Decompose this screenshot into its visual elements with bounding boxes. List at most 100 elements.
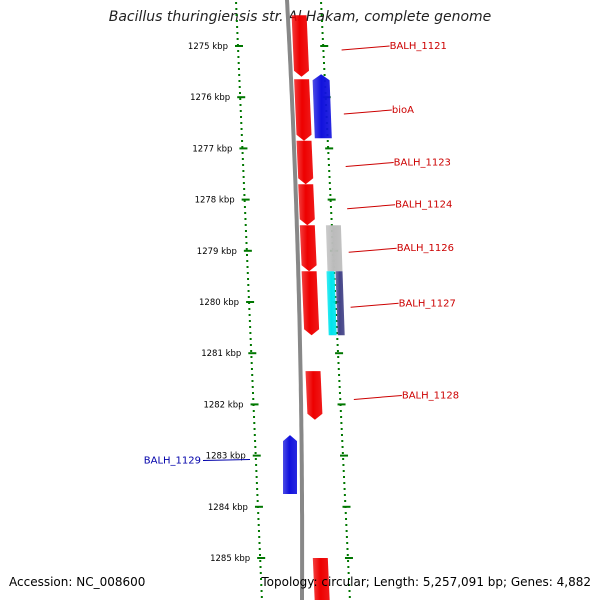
label-leader bbox=[350, 302, 399, 308]
guide-dot bbox=[253, 428, 256, 430]
guide-dot bbox=[238, 86, 241, 88]
guide-dot bbox=[241, 146, 244, 148]
gene-balh-1127[interactable] bbox=[301, 271, 320, 336]
guide-dot bbox=[243, 200, 246, 202]
guide-dot bbox=[337, 362, 340, 364]
guide-dot bbox=[245, 242, 248, 244]
tick-label: 1281 kbp bbox=[201, 349, 241, 359]
gene-feature[interactable] bbox=[312, 74, 332, 139]
guide-dot bbox=[260, 596, 263, 598]
guide-dot bbox=[259, 554, 262, 556]
guide-dot bbox=[348, 584, 351, 586]
guide-dot bbox=[255, 476, 258, 478]
guide-dot bbox=[237, 68, 240, 70]
guide-dot bbox=[241, 152, 244, 154]
guide-dot bbox=[338, 374, 341, 376]
gene-labels-layer: BALH_1121 bioA BALH_1123 BALH_1124 BALH_1126… bbox=[144, 41, 459, 467]
guide-dot bbox=[259, 572, 262, 574]
backbone-layer bbox=[284, 0, 305, 600]
gene-label[interactable]: BALH_1128 bbox=[402, 390, 459, 401]
guide-dot bbox=[242, 176, 245, 178]
tick-label: 1283 kbp bbox=[206, 452, 246, 462]
guide-dot bbox=[335, 314, 338, 316]
guide-dot bbox=[238, 74, 241, 76]
guide-dot bbox=[257, 518, 260, 520]
gene-label[interactable]: BALH_1126 bbox=[397, 243, 454, 254]
guide-dot bbox=[245, 248, 248, 250]
guide-dot bbox=[254, 452, 257, 454]
gene-balh-1124[interactable] bbox=[298, 184, 315, 226]
guide-dot bbox=[235, 2, 238, 4]
guide-dot bbox=[320, 8, 323, 10]
guide-dot bbox=[344, 512, 347, 514]
guide-dot bbox=[244, 224, 247, 226]
gene-label[interactable]: BALH_1127 bbox=[399, 298, 456, 309]
gene-balh-1129[interactable] bbox=[283, 435, 297, 494]
guide-dot bbox=[246, 260, 249, 262]
gene-balh-1128[interactable] bbox=[305, 371, 323, 420]
guide-dot bbox=[336, 350, 339, 352]
guide-dot bbox=[240, 128, 243, 130]
guide-dot bbox=[330, 224, 333, 226]
gene-feature[interactable] bbox=[326, 271, 337, 336]
tick-label: 1280 kbp bbox=[199, 298, 239, 308]
guide-dot bbox=[320, 14, 323, 16]
guide-dot bbox=[249, 338, 252, 340]
guide-dot bbox=[345, 536, 348, 538]
guide-dot bbox=[243, 206, 246, 208]
guide-dot bbox=[327, 158, 330, 160]
guide-dot bbox=[236, 26, 239, 28]
label-leader bbox=[348, 247, 397, 253]
guide-dot bbox=[243, 188, 246, 190]
guide-dot bbox=[260, 578, 263, 580]
guide-dot bbox=[326, 140, 329, 142]
guide-dot bbox=[253, 434, 256, 436]
gene-balh-1121[interactable] bbox=[291, 15, 309, 77]
guide-dot bbox=[343, 488, 346, 490]
guide-dot bbox=[252, 398, 255, 400]
guide-dot bbox=[238, 80, 241, 82]
guide-dot bbox=[245, 236, 248, 238]
accession-text: Accession: NC_008600 bbox=[9, 575, 146, 589]
gene-feature[interactable] bbox=[325, 225, 343, 272]
guide-dot bbox=[322, 62, 325, 64]
guide-dot bbox=[346, 548, 349, 550]
gene-label[interactable]: bioA bbox=[392, 105, 414, 116]
guide-dot bbox=[330, 218, 333, 220]
guide-dot bbox=[328, 170, 331, 172]
guide-dot bbox=[251, 392, 254, 394]
guide-dot bbox=[340, 434, 343, 436]
gene-label[interactable]: BALH_1124 bbox=[395, 200, 452, 211]
guide-dot bbox=[348, 596, 351, 598]
guide-dot bbox=[338, 392, 341, 394]
guide-dot bbox=[343, 476, 346, 478]
guide-dot bbox=[346, 542, 349, 544]
guide-dot bbox=[246, 254, 249, 256]
gene-feature[interactable] bbox=[335, 271, 345, 336]
gene-label[interactable]: BALH_1129 bbox=[144, 456, 201, 467]
guide-dot bbox=[345, 530, 348, 532]
guide-dot bbox=[250, 350, 253, 352]
gene-balh-1126[interactable] bbox=[299, 225, 317, 272]
gene-label[interactable]: BALH_1123 bbox=[394, 157, 451, 168]
gene-feature[interactable] bbox=[312, 558, 330, 600]
guide-dot bbox=[235, 14, 238, 16]
guide-dot bbox=[338, 380, 341, 382]
guide-dot bbox=[247, 278, 250, 280]
guide-dot bbox=[237, 56, 240, 58]
gene-bioa[interactable] bbox=[294, 79, 312, 141]
guide-dot bbox=[327, 164, 330, 166]
gene-balh-1123[interactable] bbox=[296, 140, 314, 185]
guide-dot bbox=[236, 32, 239, 34]
guide-dot bbox=[322, 50, 325, 52]
guide-dot bbox=[328, 182, 331, 184]
guide-dot bbox=[251, 386, 254, 388]
guide-dot bbox=[330, 212, 333, 214]
label-leader bbox=[353, 394, 402, 400]
guide-dot bbox=[320, 2, 323, 4]
gene-label[interactable]: BALH_1121 bbox=[390, 41, 447, 52]
guide-dot bbox=[240, 134, 243, 136]
guide-dot bbox=[345, 518, 348, 520]
label-leader bbox=[347, 204, 396, 210]
guide-dot bbox=[250, 362, 253, 364]
